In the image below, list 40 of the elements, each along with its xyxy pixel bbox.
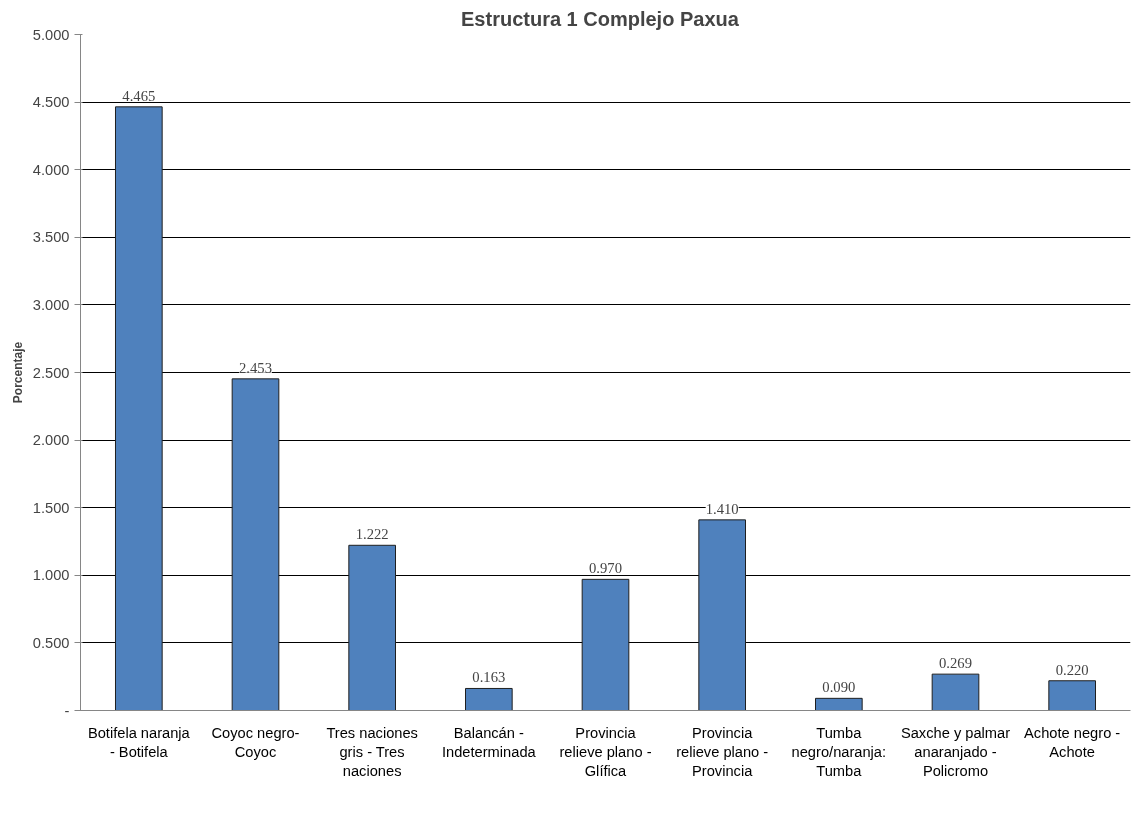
data-label: 0.090 [822, 679, 856, 696]
data-label: 1.410 [705, 500, 739, 517]
y-tick-label: 0.500 [32, 634, 70, 651]
data-label: 2.453 [239, 359, 272, 376]
bar [931, 673, 980, 711]
y-tick-label: 1.500 [32, 499, 70, 516]
y-tick-label: - [64, 702, 70, 719]
data-label: 4.465 [122, 87, 156, 104]
y-tick-label: 3.500 [32, 229, 70, 246]
x-tick-label: Botifela naranja - Botifela [87, 724, 191, 760]
data-label: 0.970 [589, 560, 622, 577]
bar [115, 106, 163, 711]
x-tick-label: Tumba negro/naranja: Tumba [791, 724, 887, 779]
x-tick-label: Saxche y palmar anaranjado - Policromo [900, 724, 1011, 779]
chart-title: Estructura 1 Complejo Paxua [461, 7, 740, 30]
y-tick-label: 4.000 [32, 161, 70, 178]
y-tick-label: 2.500 [32, 364, 70, 381]
x-tick-label: Provincia relieve plano - Glífica [559, 724, 652, 779]
x-tick-label: Balancán - Indeterminada [441, 724, 537, 760]
data-label: 0.220 [1055, 661, 1089, 678]
data-label: 0.163 [472, 669, 506, 686]
bar [465, 687, 513, 711]
bar [348, 544, 396, 711]
x-tick-label: Coyoc negro- Coyoc [211, 724, 300, 760]
y-axis-title: Porcentaje [10, 341, 25, 404]
y-tick-label: 5.000 [32, 26, 70, 43]
x-tick-label: Tres naciones gris - Tres naciones [326, 724, 418, 779]
x-tick-label: Achote negro - Achote [1024, 724, 1121, 760]
bar [698, 519, 746, 711]
bar [581, 578, 630, 711]
bar [231, 378, 280, 711]
y-tick-label: 2.000 [32, 432, 70, 449]
data-label: 0.269 [939, 655, 972, 672]
y-tick-label: 4.500 [32, 94, 70, 111]
bar [815, 697, 863, 711]
y-tick-label: 3.000 [32, 296, 70, 313]
x-tick-label: Provincia relieve plano - Provincia [676, 724, 769, 779]
bar [1048, 680, 1096, 711]
data-label: 1.222 [355, 526, 389, 543]
y-tick-label: 1.000 [32, 567, 70, 584]
